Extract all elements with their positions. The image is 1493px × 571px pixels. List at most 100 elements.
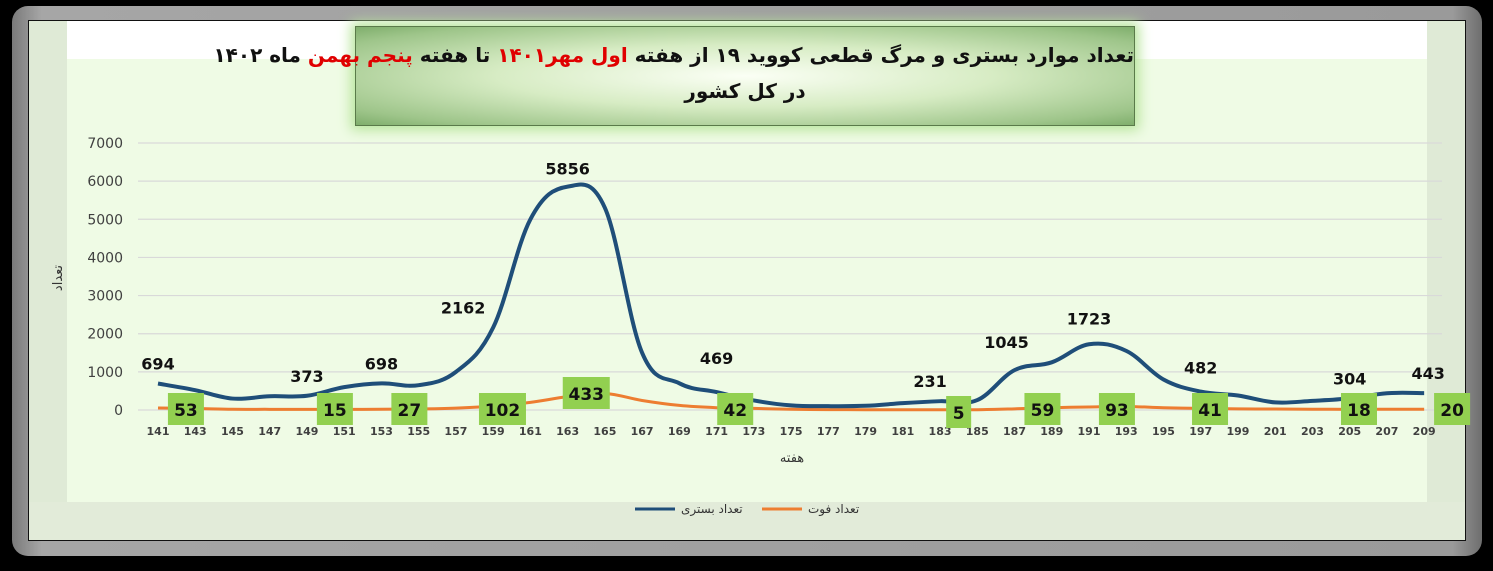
x-tick-label: 143 xyxy=(184,425,207,438)
data-label-hospitalized: 231 xyxy=(913,372,946,391)
x-tick-label: 195 xyxy=(1152,425,1175,438)
legend-label-hospitalized: تعداد بستری xyxy=(681,502,743,517)
y-axis-title: تعداد xyxy=(51,265,66,291)
y-tick-label: 6000 xyxy=(87,174,123,190)
data-label-hospitalized: 373 xyxy=(290,367,323,386)
y-tick-label: 3000 xyxy=(87,289,123,305)
data-label-deaths: 18 xyxy=(1347,401,1371,421)
y-axis-ticks: 0 1000 2000 3000 4000 5000 6000 7000 xyxy=(87,136,123,419)
data-label-hospitalized: 304 xyxy=(1333,369,1366,388)
x-tick-label: 153 xyxy=(370,425,393,438)
data-label-box-deaths xyxy=(391,393,428,425)
data-label-deaths: 59 xyxy=(1031,401,1055,421)
x-tick-label: 191 xyxy=(1078,425,1101,438)
x-axis-title: هفته xyxy=(780,451,804,466)
data-label-deaths: 53 xyxy=(174,401,198,421)
data-label-hospitalized: 5856 xyxy=(545,160,590,179)
x-tick-label: 199 xyxy=(1226,425,1249,438)
data-labels: 694 373 698 2162 5856 469 231 1045 1723 482 304 443… xyxy=(141,160,1471,428)
data-label-deaths: 93 xyxy=(1105,401,1129,421)
data-label-deaths: 433 xyxy=(569,385,605,405)
data-label-hospitalized: 443 xyxy=(1411,364,1444,383)
x-axis-ticks: 141 143 145 147 149 151 153 155 157 159 161 163 165 1… xyxy=(147,425,1436,438)
data-label-box-deaths xyxy=(717,393,754,425)
x-tick-label: 197 xyxy=(1189,425,1212,438)
x-tick-label: 185 xyxy=(966,425,989,438)
legend-label-deaths: تعداد فوت xyxy=(808,502,859,517)
bevel-left xyxy=(29,21,67,540)
x-tick-label: 175 xyxy=(780,425,803,438)
title-part-3: پنجم بهمن xyxy=(307,43,413,67)
x-tick-label: 171 xyxy=(705,425,728,438)
series-lines xyxy=(157,182,1425,412)
x-tick-label: 163 xyxy=(556,425,579,438)
data-label-box-deaths xyxy=(1192,393,1229,425)
x-tick-label: 177 xyxy=(817,425,840,438)
data-label-box-deaths xyxy=(1434,393,1471,425)
bevel-bottom xyxy=(29,502,1465,540)
x-tick-label: 189 xyxy=(1040,425,1063,438)
y-tick-label: 2000 xyxy=(87,327,123,343)
x-tick-label: 179 xyxy=(854,425,877,438)
x-tick-label: 161 xyxy=(519,425,542,438)
x-tick-label: 209 xyxy=(1413,425,1436,438)
data-label-box-deaths xyxy=(562,377,610,409)
data-label-deaths: 20 xyxy=(1440,401,1464,421)
data-label-deaths: 15 xyxy=(323,401,347,421)
series-line-hospitalized xyxy=(157,182,1425,409)
x-tick-label: 203 xyxy=(1301,425,1324,438)
x-tick-label: 173 xyxy=(742,425,765,438)
data-label-deaths: 41 xyxy=(1198,401,1222,421)
data-label-deaths: 102 xyxy=(485,401,521,421)
x-tick-label: 193 xyxy=(1115,425,1138,438)
data-label-deaths: 27 xyxy=(398,401,422,421)
data-label-hospitalized: 2162 xyxy=(441,299,486,318)
data-label-box-deaths xyxy=(1024,393,1061,425)
gridlines xyxy=(138,142,1442,411)
title-part-2: تا هفته xyxy=(412,43,498,67)
x-tick-label: 207 xyxy=(1375,425,1398,438)
data-label-hospitalized: 469 xyxy=(700,349,733,368)
data-label-box-deaths xyxy=(167,393,204,425)
data-label-deaths: 42 xyxy=(723,401,747,421)
x-tick-label: 167 xyxy=(631,425,654,438)
data-label-hospitalized: 1045 xyxy=(984,333,1029,352)
x-tick-label: 149 xyxy=(295,425,318,438)
x-tick-label: 169 xyxy=(668,425,691,438)
y-tick-label: 0 xyxy=(114,403,123,419)
y-tick-label: 7000 xyxy=(87,136,123,152)
x-tick-label: 205 xyxy=(1338,425,1361,438)
x-tick-label: 157 xyxy=(444,425,467,438)
x-tick-label: 147 xyxy=(258,425,281,438)
chart-title-box: تعداد موارد بستری و مرگ قطعی کووید ۱۹ از… xyxy=(213,26,1135,126)
chart-title-line2: در کل کشور xyxy=(684,79,806,103)
data-label-box-deaths xyxy=(316,393,353,425)
data-label-deaths: 5 xyxy=(953,404,965,424)
data-label-box-deaths xyxy=(946,396,972,428)
data-label-hospitalized: 698 xyxy=(365,354,398,373)
x-tick-label: 151 xyxy=(333,425,356,438)
x-tick-label: 141 xyxy=(147,425,170,438)
y-tick-label: 5000 xyxy=(87,212,123,228)
data-label-hospitalized: 694 xyxy=(141,355,174,374)
title-part-4: ماه ۱۴۰۲ xyxy=(213,43,308,67)
y-tick-label: 4000 xyxy=(87,250,123,266)
title-part-0: تعداد موارد بستری و مرگ قطعی کووید ۱۹ از… xyxy=(627,43,1134,67)
x-tick-label: 181 xyxy=(891,425,914,438)
data-label-box-deaths xyxy=(478,393,526,425)
x-tick-label: 165 xyxy=(593,425,616,438)
bevel-right xyxy=(1427,21,1465,540)
x-tick-label: 201 xyxy=(1264,425,1287,438)
y-tick-label: 1000 xyxy=(87,365,123,381)
x-tick-label: 155 xyxy=(407,425,430,438)
title-part-1: اول مهر۱۴۰۱ xyxy=(497,43,628,67)
data-label-hospitalized: 482 xyxy=(1184,359,1217,378)
data-label-box-deaths xyxy=(1340,393,1377,425)
x-tick-label: 159 xyxy=(482,425,505,438)
chart-title-line1: تعداد موارد بستری و مرگ قطعی کووید ۱۹ از… xyxy=(213,43,1134,67)
x-tick-label: 183 xyxy=(929,425,952,438)
x-tick-label: 187 xyxy=(1003,425,1026,438)
x-tick-label: 145 xyxy=(221,425,244,438)
legend: تعداد فوت تعداد بستری xyxy=(635,502,859,517)
